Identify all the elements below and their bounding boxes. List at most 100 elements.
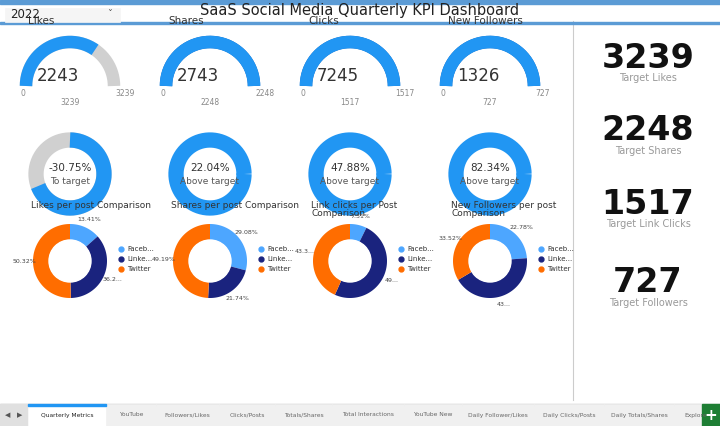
Polygon shape <box>33 224 71 298</box>
Text: 29.08%: 29.08% <box>235 230 258 236</box>
Text: 2743: 2743 <box>177 67 219 85</box>
Text: New Followers: New Followers <box>448 16 523 26</box>
Text: 727: 727 <box>613 267 683 299</box>
Text: 1326: 1326 <box>456 67 499 85</box>
Text: Likes: Likes <box>28 16 55 26</box>
Text: 1517: 1517 <box>341 98 359 107</box>
Text: 1517: 1517 <box>602 187 694 221</box>
Bar <box>0 0 720 4</box>
Bar <box>462 404 534 426</box>
Text: Linke...: Linke... <box>267 256 292 262</box>
Text: Target Followers: Target Followers <box>608 298 688 308</box>
Text: 0: 0 <box>20 89 25 98</box>
Bar <box>0 22 720 24</box>
Text: 43.3...: 43.3... <box>295 249 315 254</box>
Text: Faceb...: Faceb... <box>267 246 294 252</box>
Text: 50.32%: 50.32% <box>12 259 36 264</box>
Text: New Followers per post: New Followers per post <box>451 201 557 210</box>
Text: Twitter: Twitter <box>547 266 570 272</box>
Text: 43...: 43... <box>497 302 511 308</box>
Text: Shares: Shares <box>168 16 204 26</box>
Bar <box>332 404 404 426</box>
Bar <box>702 404 720 426</box>
Text: Linke...: Linke... <box>547 256 572 262</box>
Bar <box>404 404 462 426</box>
Bar <box>275 404 332 426</box>
Text: SaaS Social Media Quarterly KPI Dashboard: SaaS Social Media Quarterly KPI Dashboar… <box>200 3 520 17</box>
Text: Shares per post Comparison: Shares per post Comparison <box>171 201 299 210</box>
Text: 33.52%: 33.52% <box>438 236 462 241</box>
Text: Faceb...: Faceb... <box>407 246 434 252</box>
Circle shape <box>469 240 511 282</box>
Text: Explore: Explore <box>685 412 707 417</box>
Bar <box>28 404 106 426</box>
Text: Above target: Above target <box>320 176 379 185</box>
Text: Link clicks per Post: Link clicks per Post <box>311 201 397 210</box>
Bar <box>534 404 604 426</box>
Text: 22.04%: 22.04% <box>190 163 230 173</box>
Text: Faceb...: Faceb... <box>127 246 154 252</box>
Text: Above target: Above target <box>461 176 520 185</box>
Text: Twitter: Twitter <box>267 266 290 272</box>
Text: 3239: 3239 <box>60 98 80 107</box>
Text: 36.2...: 36.2... <box>102 277 122 282</box>
Bar <box>5 8 120 22</box>
Text: 3239: 3239 <box>602 41 694 75</box>
Text: 13.41%: 13.41% <box>77 216 101 222</box>
Text: Linke...: Linke... <box>407 256 432 262</box>
Text: 2248: 2248 <box>255 89 274 98</box>
Polygon shape <box>335 228 387 298</box>
Text: Clicks: Clicks <box>308 16 338 26</box>
Text: ˇ: ˇ <box>107 10 112 20</box>
Text: Daily Follower/Likes: Daily Follower/Likes <box>468 412 528 417</box>
Polygon shape <box>70 224 98 247</box>
Text: Totals/Shares: Totals/Shares <box>284 412 323 417</box>
Circle shape <box>49 240 91 282</box>
Text: 7245: 7245 <box>317 67 359 85</box>
Text: Target Shares: Target Shares <box>615 146 681 156</box>
Text: 0: 0 <box>160 89 165 98</box>
Bar <box>106 404 156 426</box>
Text: YouTube New: YouTube New <box>413 412 453 417</box>
Text: YouTube: YouTube <box>119 412 143 417</box>
Text: Linke...: Linke... <box>127 256 152 262</box>
Text: Daily Totals/Shares: Daily Totals/Shares <box>611 412 667 417</box>
Bar <box>674 404 718 426</box>
Text: -30.75%: -30.75% <box>48 163 91 173</box>
Text: Followers/Likes: Followers/Likes <box>165 412 210 417</box>
Text: To target: To target <box>50 176 90 185</box>
Text: 47.88%: 47.88% <box>330 163 370 173</box>
Text: Twitter: Twitter <box>407 266 431 272</box>
Text: 727: 727 <box>535 89 549 98</box>
Text: Comparison: Comparison <box>311 209 365 218</box>
Bar <box>28 403 106 406</box>
Polygon shape <box>458 258 527 298</box>
Text: 7.31%: 7.31% <box>351 214 370 219</box>
Text: 2022: 2022 <box>10 9 40 21</box>
Bar <box>0 404 720 405</box>
Bar <box>0 404 28 426</box>
Text: 727: 727 <box>482 98 498 107</box>
Circle shape <box>329 240 371 282</box>
Polygon shape <box>313 224 350 295</box>
Text: 2248: 2248 <box>200 98 220 107</box>
Bar <box>156 404 219 426</box>
Text: Likes per post Comparison: Likes per post Comparison <box>31 201 151 210</box>
Bar <box>219 404 275 426</box>
Text: 0: 0 <box>440 89 445 98</box>
Circle shape <box>189 240 231 282</box>
Text: 2248: 2248 <box>602 115 694 147</box>
Text: ▶: ▶ <box>17 412 23 418</box>
Text: Target Link Clicks: Target Link Clicks <box>606 219 690 229</box>
Text: Quarterly Metrics: Quarterly Metrics <box>41 412 94 417</box>
Polygon shape <box>453 224 490 280</box>
Text: 0: 0 <box>300 89 305 98</box>
Text: Total Interactions: Total Interactions <box>342 412 394 417</box>
Text: Comparison: Comparison <box>451 209 505 218</box>
Text: 22.78%: 22.78% <box>509 225 534 230</box>
Text: ◀: ◀ <box>5 412 11 418</box>
Polygon shape <box>490 224 527 259</box>
Text: 49.19%: 49.19% <box>152 257 176 262</box>
Polygon shape <box>173 224 210 298</box>
Polygon shape <box>71 236 107 298</box>
